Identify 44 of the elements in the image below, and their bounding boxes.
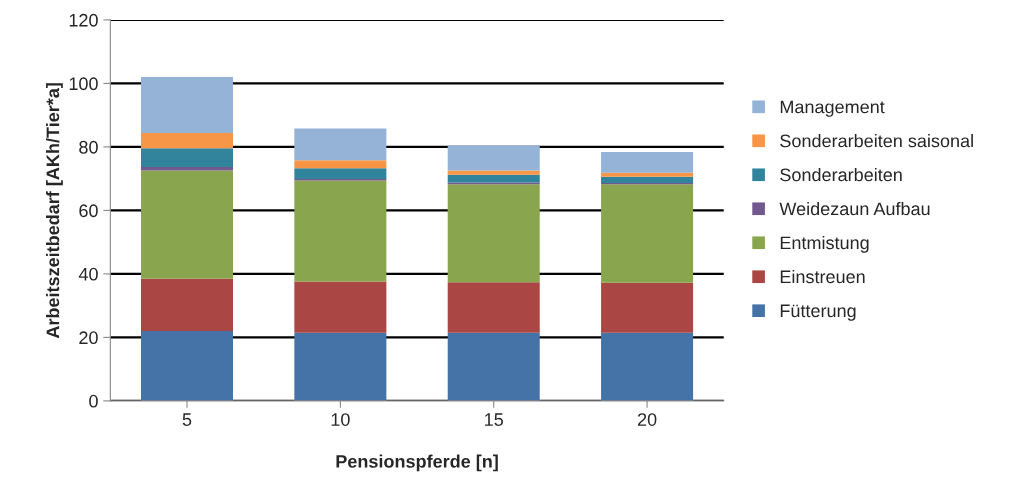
x-tick-label: 20 [637,413,657,426]
bar [294,168,387,179]
bar [601,282,694,333]
bar [294,180,387,282]
bar [140,77,234,133]
bar [601,332,694,401]
bar [447,184,540,283]
y-tick-label: 0 [89,394,98,408]
legend-label: Entmistung [780,235,869,253]
y-tick-label: 60 [79,204,98,218]
bar [447,332,540,401]
y-tick-label: 100 [69,77,98,91]
bar [294,128,387,161]
legend-label: Fütterung [780,304,856,321]
bar [447,282,540,333]
y-tick-label: 80 [79,140,98,154]
bar [601,151,694,173]
y-tick-label: 120 [69,13,98,27]
y-axis-title: Arbeitszeitbedarf [AKh/Tier*a] [46,83,63,339]
bar [140,148,234,167]
bar [140,278,234,332]
legend-label: Sonderarbeiten [780,168,902,182]
bar [294,332,387,401]
bar [140,331,234,401]
bar [140,170,234,279]
x-tick-label: 10 [331,413,350,426]
x-tick-label: 15 [485,413,504,426]
bar [447,174,540,183]
legend-label: Einstreuen [780,269,865,284]
bar [601,172,694,177]
x-tick-label: 5 [182,413,192,426]
legend-label: Sonderarbeiten saisonal [780,134,973,148]
legend-label: Weidezaun Aufbau [779,201,930,216]
x-axis-title: Pensionspferde [n] [336,454,498,472]
y-tick-label: 20 [79,331,98,345]
bar [447,170,540,175]
bar [294,160,387,169]
bar [601,176,694,184]
y-tick-label: 40 [78,267,98,281]
bar [447,145,540,171]
bar [294,281,387,333]
bar [601,184,694,283]
bar [140,132,234,149]
legend-label: Management [780,100,885,117]
